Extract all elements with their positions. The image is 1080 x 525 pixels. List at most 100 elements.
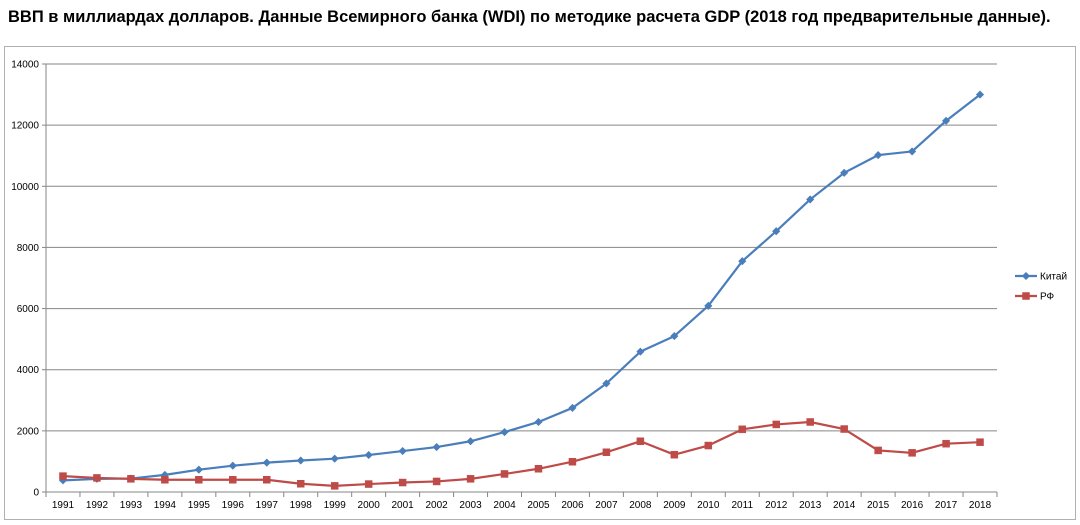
x-tick-label: 2013 [799,500,822,511]
data-point [806,195,815,204]
data-point [127,475,135,483]
x-tick-label: 1992 [86,500,109,511]
data-point [466,437,475,446]
data-point [602,448,611,457]
data-point [194,465,203,474]
x-tick-label: 2002 [425,500,448,511]
data-point [432,442,441,452]
data-point [874,446,882,455]
data-point [738,425,747,434]
x-tick-label: 2010 [697,500,720,511]
x-tick-label: 2008 [629,500,652,511]
series-line [62,420,981,487]
legend: Китай РФ [1015,272,1067,303]
series-1 [59,418,984,490]
data-point [942,439,950,448]
x-tick-label: 2001 [392,500,415,511]
x-tick-label: 2009 [663,500,686,511]
series-0 [58,90,985,485]
x-tick-label: 2017 [935,500,958,511]
x-tick-label: 1997 [256,500,279,511]
data-point [806,418,814,426]
legend-marker [1021,271,1031,281]
x-tick-label: 2016 [901,500,924,511]
data-point [840,425,848,433]
x-tick-label: 2003 [459,500,482,511]
data-point [330,482,339,490]
x-tick-label: 2006 [561,500,584,511]
data-point [228,461,237,470]
data-point [670,450,679,459]
data-point [263,476,271,484]
y-tick-label: 4000 [17,365,40,376]
data-point [873,150,883,160]
data-point [500,427,509,437]
x-tick-label: 2014 [833,500,856,511]
y-tick-label: 6000 [17,304,40,315]
data-point [636,437,645,446]
data-point [772,227,781,236]
data-point [262,458,271,467]
data-point [772,420,780,429]
data-point [398,446,407,456]
y-tick-label: 2000 [17,426,40,437]
data-point [364,480,373,488]
data-point [330,454,339,463]
y-tick-labels: 0 2000 4000 6000 8000 10000 12000 14000 [11,60,39,499]
data-point [229,476,237,484]
axes [42,63,998,497]
data-point [568,403,577,413]
y-tick-label: 14000 [11,60,39,71]
x-tick-label: 2011 [732,500,754,511]
data-point [738,257,747,266]
x-tick-label: 1994 [154,500,177,511]
y-tick-label: 0 [33,488,39,499]
x-tick-labels: 1991 1992 1993 1994 1995 1996 1997 1998 1999 2000… [52,500,992,511]
y-tick-label: 12000 [11,121,39,132]
data-point [975,90,985,99]
data-point [534,417,543,427]
gridlines [46,63,997,432]
x-tick-label: 2012 [765,500,788,511]
x-tick-label: 1998 [290,500,313,511]
data-point [908,449,916,457]
data-point [704,301,713,310]
data-point [704,441,713,450]
x-tick-label: 1999 [324,500,347,511]
x-tick-label: 2018 [969,500,992,511]
data-point [296,456,305,465]
x-tick-label: 2000 [358,500,381,511]
series-line [62,93,981,482]
x-tick-label: 1991 [52,500,75,511]
data-point [500,470,509,478]
legend-label: Китай [1040,272,1067,283]
data-point [93,474,101,482]
chart-title: ВВП в миллиардах долларов. Данные Всемир… [8,8,1051,26]
data-point [636,347,645,356]
data-point [59,472,67,480]
y-tick-label: 8000 [17,243,40,254]
data-point [568,457,577,466]
legend-marker [1022,292,1030,300]
x-tick-label: 2015 [867,500,890,511]
data-point [907,147,917,156]
data-point [840,168,849,177]
x-tick-label: 1996 [222,500,245,511]
series-layer [58,90,985,490]
data-point [466,475,475,483]
data-point [161,476,169,484]
x-tick-label: 1993 [120,500,143,511]
data-point [195,476,203,484]
chart-frame [4,46,1076,520]
legend-label: РФ [1040,292,1055,303]
data-point [364,450,373,460]
x-tick-label: 2005 [527,500,550,511]
data-point [296,479,305,488]
data-point [432,477,441,486]
x-tick-label: 2007 [595,500,618,511]
data-point [976,438,984,446]
data-point [534,465,543,473]
data-point [670,331,679,341]
x-tick-label: 1995 [188,500,211,511]
